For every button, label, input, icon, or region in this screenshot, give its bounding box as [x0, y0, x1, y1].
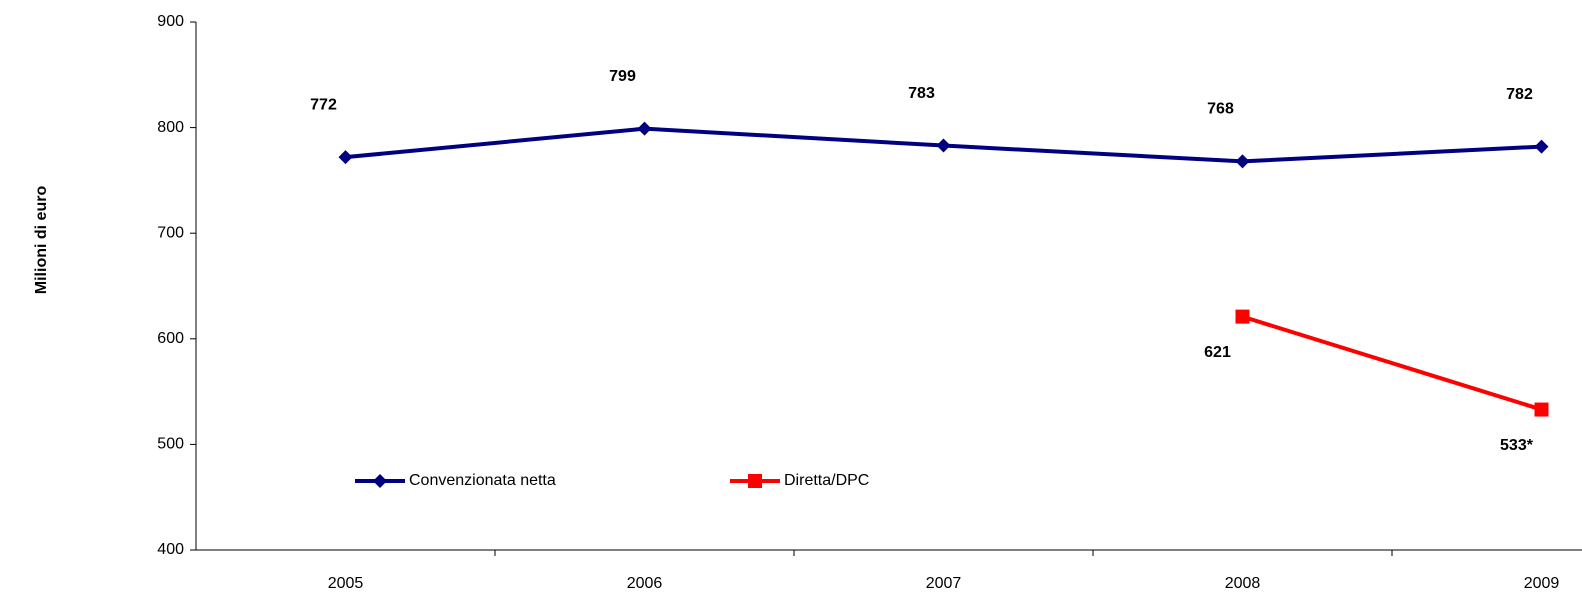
x-tick-label: 2005 — [328, 575, 364, 592]
y-tick-label: 800 — [157, 119, 184, 136]
data-point — [936, 138, 951, 153]
x-tick-label: 2007 — [926, 575, 962, 592]
y-tick-label: 700 — [157, 224, 184, 241]
data-point — [637, 121, 652, 136]
y-tick-label: 400 — [157, 541, 184, 558]
y-tick-label: 900 — [157, 13, 184, 30]
data-label: 799 — [609, 68, 636, 85]
x-tick-label: 2008 — [1225, 575, 1261, 592]
y-tick-label: 600 — [157, 330, 184, 347]
data-label: 621 — [1204, 344, 1231, 361]
data-label: 768 — [1207, 101, 1234, 118]
data-point — [1235, 154, 1250, 169]
series-line — [1241, 314, 1543, 412]
legend-label: Convenzionata netta — [409, 472, 556, 489]
data-point — [1235, 309, 1250, 324]
data-point — [1534, 139, 1549, 154]
x-tick-label: 2009 — [1524, 575, 1560, 592]
data-point — [338, 150, 353, 165]
data-label: 772 — [310, 96, 337, 113]
x-tick-label: 2006 — [627, 575, 663, 592]
data-label: 783 — [908, 85, 935, 102]
legend-marker — [748, 474, 762, 488]
data-label: 533* — [1500, 437, 1534, 454]
legend-label: Diretta/DPC — [784, 472, 869, 489]
data-label: 782 — [1506, 86, 1533, 103]
y-tick-label: 500 — [157, 436, 184, 453]
legend-marker — [373, 474, 387, 488]
y-axis-label: Milioni di euro — [33, 186, 50, 295]
data-point — [1534, 402, 1549, 417]
